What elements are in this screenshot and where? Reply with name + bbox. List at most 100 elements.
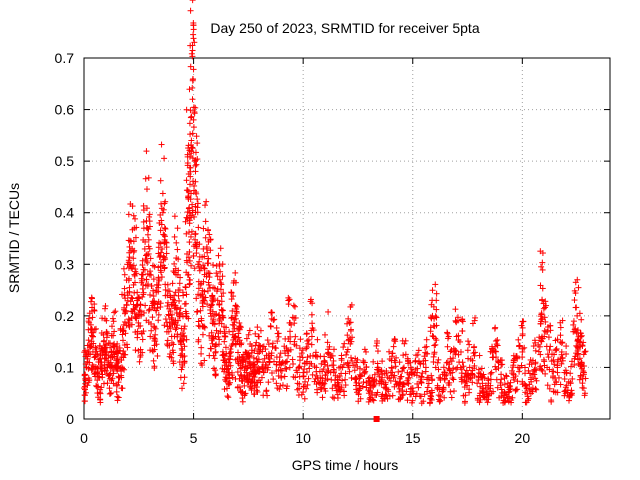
data-point — [187, 63, 194, 70]
data-point — [427, 395, 434, 402]
data-point — [110, 318, 117, 325]
data-point — [103, 329, 110, 336]
data-point — [177, 274, 184, 281]
data-point — [356, 385, 363, 392]
data-point — [142, 175, 149, 182]
data-point — [185, 254, 192, 261]
data-point — [346, 368, 353, 375]
data-point — [574, 312, 581, 319]
data-point — [246, 358, 253, 365]
data-point — [544, 364, 551, 371]
data-point — [186, 239, 193, 246]
data-point — [195, 224, 202, 231]
data-point — [447, 348, 454, 355]
data-point — [128, 264, 135, 271]
data-point — [207, 237, 214, 244]
data-point — [122, 308, 129, 315]
data-point — [447, 370, 454, 377]
data-point — [518, 322, 525, 329]
data-point — [252, 330, 259, 337]
data-point — [130, 249, 137, 256]
data-point — [181, 343, 188, 350]
data-point — [558, 360, 565, 367]
data-point — [113, 343, 120, 350]
data-point — [264, 337, 271, 344]
data-point — [114, 393, 121, 400]
data-point — [297, 336, 304, 343]
data-point — [484, 399, 491, 406]
data-point — [476, 352, 483, 359]
data-point — [478, 365, 485, 372]
data-point — [138, 330, 145, 337]
data-point — [129, 295, 136, 302]
data-point — [357, 395, 364, 402]
data-point — [215, 330, 222, 337]
data-point — [539, 296, 546, 303]
data-point — [210, 262, 217, 269]
data-point — [363, 364, 370, 371]
data-point — [319, 394, 326, 401]
data-point — [308, 341, 315, 348]
data-point — [399, 365, 406, 372]
data-point — [212, 371, 219, 378]
data-point — [374, 360, 381, 367]
data-point — [147, 291, 154, 298]
data-point — [162, 239, 169, 246]
data-point — [488, 369, 495, 376]
data-point — [137, 322, 144, 329]
data-point — [115, 394, 122, 401]
data-point — [579, 343, 586, 350]
data-point — [97, 390, 104, 397]
data-point — [259, 363, 266, 370]
data-point — [470, 350, 477, 357]
data-point — [181, 353, 188, 360]
data-point — [192, 104, 199, 111]
data-point — [121, 304, 128, 311]
data-point — [424, 384, 431, 391]
data-point — [352, 375, 359, 382]
data-point — [515, 336, 522, 343]
data-point — [202, 294, 209, 301]
data-point — [216, 301, 223, 308]
data-point — [522, 389, 529, 396]
data-point — [171, 233, 178, 240]
data-point — [395, 396, 402, 403]
data-point — [353, 359, 360, 366]
data-point — [452, 351, 459, 358]
data-point — [558, 351, 565, 358]
data-point — [276, 361, 283, 368]
data-point — [129, 203, 136, 210]
data-point — [151, 346, 158, 353]
y-tick-label: 0.5 — [55, 153, 75, 169]
data-point — [101, 337, 108, 344]
data-point — [162, 316, 169, 323]
data-point — [162, 256, 169, 263]
data-point — [374, 340, 381, 347]
data-point — [169, 347, 176, 354]
data-point — [203, 244, 210, 251]
data-point — [516, 342, 523, 349]
data-point — [154, 301, 161, 308]
data-point — [228, 289, 235, 296]
data-point — [391, 383, 398, 390]
data-point — [164, 299, 171, 306]
data-point — [238, 371, 245, 378]
data-point — [422, 357, 429, 364]
data-point — [582, 348, 589, 355]
data-point — [311, 363, 318, 370]
data-point — [201, 357, 208, 364]
data-point — [477, 383, 484, 390]
data-point — [104, 330, 111, 337]
data-point — [557, 324, 564, 331]
data-point — [519, 330, 526, 337]
data-point — [128, 294, 135, 301]
data-point — [111, 309, 118, 316]
data-point — [253, 339, 260, 346]
data-point — [247, 341, 254, 348]
data-point — [190, 124, 197, 131]
data-point — [378, 393, 385, 400]
data-point — [242, 390, 249, 397]
data-point — [347, 303, 354, 310]
data-point — [133, 315, 140, 322]
data-point — [155, 311, 162, 318]
